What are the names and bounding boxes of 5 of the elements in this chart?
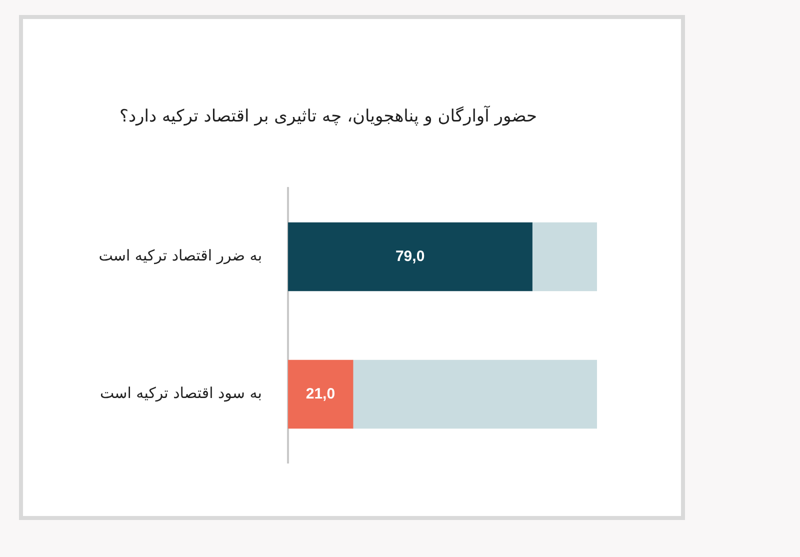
chart-title: حضور آوارگان و پناهجویان، چه تاثیری بر اقتصاد ترکیه دارد؟ xyxy=(119,105,537,126)
data-label: 21,0 xyxy=(306,385,336,402)
y-tick-label: به ضرر اقتصاد ترکیه است xyxy=(98,246,262,265)
data-label: 79,0 xyxy=(395,248,425,265)
y-tick-label: به سود اقتصاد ترکیه است xyxy=(100,384,262,402)
